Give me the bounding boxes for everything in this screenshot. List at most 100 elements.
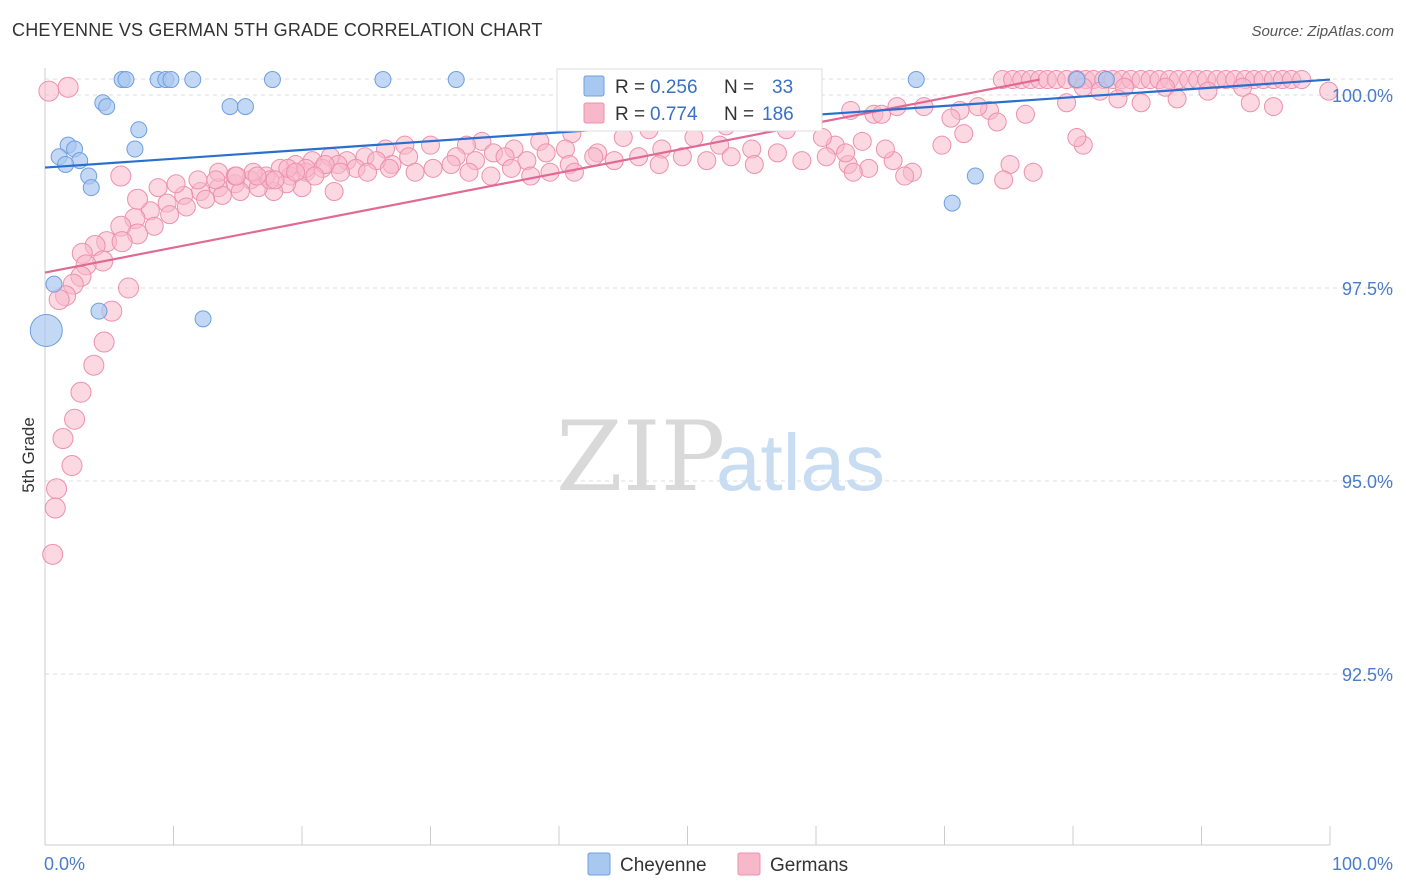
german-point bbox=[1263, 97, 1283, 117]
german-point bbox=[767, 143, 787, 163]
german-point bbox=[836, 143, 856, 163]
cheyenne-point bbox=[221, 98, 239, 116]
cheyenne-point bbox=[117, 71, 135, 89]
cheyenne-point bbox=[45, 275, 63, 293]
german-point bbox=[46, 478, 68, 500]
german-point bbox=[110, 165, 132, 187]
chart-title: CHEYENNE VS GERMAN 5TH GRADE CORRELATION… bbox=[12, 20, 543, 40]
source-label: Source: ZipAtlas.com bbox=[1251, 23, 1394, 40]
german-point bbox=[875, 139, 895, 159]
legend-n-value-german: 186 bbox=[762, 104, 794, 125]
german-point bbox=[93, 331, 115, 353]
legend-swatch-german bbox=[583, 102, 605, 124]
german-point bbox=[70, 381, 92, 403]
cheyenne-point bbox=[57, 155, 75, 173]
german-point bbox=[1167, 89, 1187, 109]
german-point bbox=[459, 162, 479, 182]
german-point bbox=[166, 174, 186, 194]
y-tick-label: 100.0% bbox=[1332, 86, 1393, 106]
german-point bbox=[44, 497, 66, 519]
german-point bbox=[83, 354, 105, 376]
german-point bbox=[52, 428, 74, 450]
german-point bbox=[324, 182, 344, 201]
cheyenne-point bbox=[184, 71, 202, 89]
german-point bbox=[64, 408, 86, 430]
german-point bbox=[1233, 77, 1253, 97]
cheyenne-point bbox=[966, 167, 984, 185]
german-point bbox=[932, 135, 952, 155]
cheyenne-point bbox=[82, 179, 100, 197]
german-point bbox=[1240, 93, 1260, 113]
axes bbox=[44, 68, 1331, 846]
cheyenne-point bbox=[194, 310, 212, 328]
german-point bbox=[968, 97, 988, 117]
legend-n-label-german: N = bbox=[724, 104, 754, 125]
legend-r-value-cheyenne: 0.256 bbox=[650, 77, 698, 98]
cheyenne-point bbox=[130, 121, 148, 139]
german-point bbox=[196, 189, 216, 209]
cheyenne-point bbox=[29, 313, 63, 347]
legend-r-value-german: 0.774 bbox=[650, 104, 698, 125]
german-point bbox=[564, 162, 584, 182]
x-tick-label: 0.0% bbox=[44, 854, 85, 874]
german-point bbox=[584, 147, 604, 167]
german-point bbox=[843, 162, 863, 182]
german-point bbox=[1023, 162, 1043, 182]
german-point bbox=[305, 166, 325, 186]
bottom-legend: Cheyenne Germans bbox=[587, 852, 848, 876]
german-point bbox=[649, 154, 669, 174]
cheyenne-point bbox=[1097, 71, 1115, 89]
german-point bbox=[358, 162, 378, 182]
cheyenne-point bbox=[236, 98, 254, 116]
bottom-legend-label-cheyenne: Cheyenne bbox=[620, 855, 707, 876]
legend-n-label-cheyenne: N = bbox=[724, 77, 754, 98]
cheyenne-point bbox=[126, 140, 144, 158]
german-point bbox=[42, 543, 64, 565]
german-point bbox=[144, 216, 164, 236]
cheyenne-point bbox=[907, 71, 925, 89]
y-tick-label: 95.0% bbox=[1342, 472, 1393, 492]
cheyenne-point bbox=[90, 302, 108, 320]
y-tick-label: 92.5% bbox=[1342, 665, 1393, 685]
german-point bbox=[994, 170, 1014, 190]
cheyenne-points bbox=[29, 71, 1115, 347]
german-point bbox=[423, 158, 443, 178]
watermark-atlas: atlas bbox=[716, 418, 885, 507]
german-point bbox=[744, 154, 764, 174]
german-point bbox=[941, 108, 961, 128]
german-point bbox=[1198, 81, 1218, 101]
german-point bbox=[61, 455, 83, 477]
german-point bbox=[540, 162, 560, 182]
german-point bbox=[176, 197, 196, 217]
german-point bbox=[1015, 104, 1035, 124]
watermark: ZIP atlas bbox=[556, 401, 885, 513]
german-point bbox=[721, 147, 741, 167]
german-point bbox=[481, 166, 501, 186]
german-point bbox=[441, 154, 461, 174]
german-point bbox=[536, 143, 556, 163]
german-point bbox=[111, 231, 133, 253]
german-point bbox=[421, 135, 440, 155]
german-point bbox=[852, 131, 872, 151]
cheyenne-point bbox=[1068, 71, 1086, 89]
german-point bbox=[148, 178, 168, 198]
bottom-legend-label-german: Germans bbox=[770, 855, 848, 876]
german-point bbox=[160, 205, 180, 225]
german-point bbox=[1067, 127, 1087, 147]
german-point bbox=[331, 162, 351, 182]
german-point bbox=[954, 124, 974, 144]
cheyenne-point bbox=[98, 98, 116, 116]
german-point bbox=[206, 170, 226, 190]
german-point bbox=[501, 158, 521, 178]
german-point bbox=[57, 76, 79, 98]
german-point bbox=[987, 112, 1007, 132]
german-point bbox=[247, 166, 267, 186]
top-legend: R = 0.256 N = 33 R = 0.774 N = 186 bbox=[556, 68, 823, 132]
german-point bbox=[48, 289, 70, 311]
german-point bbox=[816, 147, 836, 167]
german-point bbox=[1319, 81, 1339, 101]
y-tick-label: 97.5% bbox=[1342, 279, 1393, 299]
legend-r-label-cheyenne: R = bbox=[615, 77, 645, 98]
german-point bbox=[118, 277, 140, 299]
